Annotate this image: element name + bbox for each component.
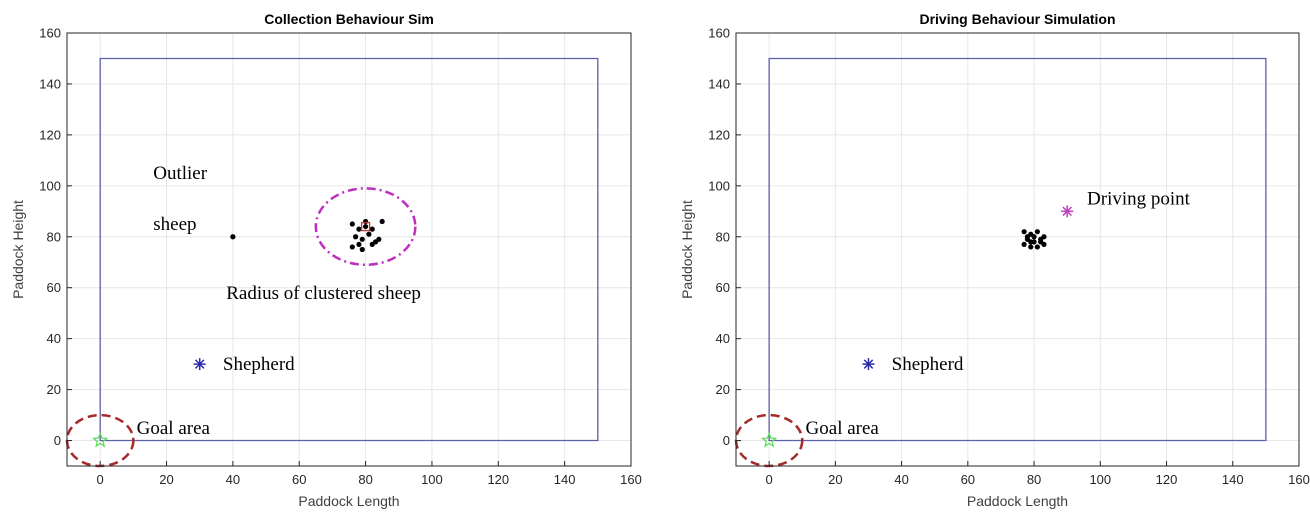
goal-marker bbox=[760, 431, 778, 448]
sheep-point bbox=[1024, 234, 1031, 240]
sheep-point bbox=[1034, 229, 1040, 235]
y-tick-label: 120 bbox=[708, 127, 730, 142]
annotation-label: Radius of clustered sheep bbox=[226, 283, 421, 304]
sheep-point bbox=[369, 226, 375, 232]
x-tick-label: 60 bbox=[292, 472, 306, 487]
y-axis-label: Paddock Height bbox=[10, 200, 26, 299]
axes-frame bbox=[66, 32, 632, 467]
sheep-point bbox=[1031, 234, 1037, 240]
annotation-label: Outlier bbox=[153, 163, 207, 184]
x-tick-label: 80 bbox=[1027, 472, 1041, 487]
sheep-point bbox=[379, 218, 385, 225]
driving-point-marker bbox=[1061, 205, 1074, 218]
y-tick-label: 140 bbox=[39, 76, 61, 91]
sheep-point bbox=[1028, 239, 1034, 245]
asterisk-stroke bbox=[1062, 206, 1072, 217]
y-tick-label: 160 bbox=[39, 26, 61, 41]
paddock-boundary bbox=[768, 57, 1267, 442]
y-tick-label: 120 bbox=[39, 127, 61, 142]
sheep-point bbox=[369, 241, 375, 248]
y-tick-label: 40 bbox=[716, 331, 730, 346]
sheep-point bbox=[1021, 241, 1027, 248]
x-tick-label: 160 bbox=[1288, 472, 1310, 487]
annotation-label: Shepherd bbox=[223, 354, 295, 375]
x-tick-label: 40 bbox=[226, 472, 240, 487]
y-tick-label: 0 bbox=[54, 433, 61, 448]
x-tick-label: 60 bbox=[961, 472, 975, 487]
sheep-point bbox=[376, 236, 382, 242]
y-axis-label: Paddock Height bbox=[679, 200, 695, 299]
x-axis-label: Paddock Length bbox=[298, 493, 399, 509]
shepherd-marker bbox=[193, 358, 206, 371]
chart-panel-1: 0 20 40 60 80 100 120 140 160 0 20 40 60 80 100 120 140 1… bbox=[10, 11, 642, 509]
chart-title: Collection Behaviour Sim bbox=[264, 11, 434, 27]
y-tick-label: 140 bbox=[708, 76, 730, 91]
asterisk-stroke bbox=[863, 359, 874, 369]
sheep-point bbox=[362, 218, 369, 225]
sheep-point bbox=[1038, 236, 1044, 242]
y-tick-label: 20 bbox=[716, 382, 730, 397]
sheep-point bbox=[353, 234, 359, 240]
axes-frame bbox=[735, 32, 1300, 467]
annotation-label: sheep bbox=[153, 214, 196, 235]
sheep-point bbox=[1034, 244, 1040, 250]
x-tick-label: 0 bbox=[97, 472, 104, 487]
y-tick-label: 160 bbox=[708, 26, 730, 41]
x-tick-label: 100 bbox=[421, 472, 443, 487]
sheep-point bbox=[359, 236, 365, 242]
annotation-label: Driving point bbox=[1087, 189, 1191, 210]
x-tick-label: 160 bbox=[620, 472, 642, 487]
x-tick-label: 140 bbox=[1222, 472, 1244, 487]
y-tick-label: 80 bbox=[47, 229, 61, 244]
sheep-point bbox=[366, 231, 372, 237]
sheep-point bbox=[349, 244, 355, 250]
x-tick-label: 100 bbox=[1089, 472, 1111, 487]
sheep-point bbox=[1021, 229, 1027, 235]
goal-marker bbox=[91, 431, 109, 448]
y-tick-label: 80 bbox=[716, 229, 730, 244]
annotation-label: Goal area bbox=[137, 418, 211, 439]
x-tick-label: 120 bbox=[487, 472, 509, 487]
paddock-boundary bbox=[99, 57, 599, 442]
sheep-point bbox=[230, 234, 236, 240]
sheep-point bbox=[356, 241, 362, 248]
y-tick-label: 60 bbox=[47, 280, 61, 295]
sheep-point bbox=[356, 226, 362, 232]
x-tick-label: 140 bbox=[554, 472, 576, 487]
x-tick-label: 40 bbox=[894, 472, 908, 487]
x-tick-label: 120 bbox=[1156, 472, 1178, 487]
annotation-label: Goal area bbox=[806, 418, 880, 439]
shepherd-marker bbox=[862, 358, 875, 371]
cluster-radius-circle bbox=[314, 187, 417, 267]
sheep-point bbox=[362, 223, 369, 230]
x-tick-label: 20 bbox=[828, 472, 842, 487]
chart-title: Driving Behaviour Simulation bbox=[919, 11, 1115, 27]
y-tick-label: 20 bbox=[47, 382, 61, 397]
cluster-center-marker bbox=[360, 221, 371, 232]
y-tick-label: 100 bbox=[708, 178, 730, 193]
y-tick-label: 100 bbox=[39, 178, 61, 193]
x-tick-label: 80 bbox=[358, 472, 372, 487]
chart-panel-2: 0 20 40 60 80 100 120 140 160 0 20 40 60 80 100 120 140 1… bbox=[679, 11, 1310, 509]
y-tick-label: 40 bbox=[47, 331, 61, 346]
x-tick-label: 20 bbox=[159, 472, 173, 487]
x-axis-label: Paddock Length bbox=[967, 493, 1068, 509]
plot-area bbox=[67, 33, 631, 466]
asterisk-stroke bbox=[194, 359, 205, 369]
y-tick-label: 60 bbox=[716, 280, 730, 295]
annotation-label: Shepherd bbox=[892, 354, 964, 375]
plot-area bbox=[736, 33, 1299, 466]
sheep-point bbox=[349, 221, 355, 227]
y-tick-label: 0 bbox=[723, 433, 730, 448]
sheep-point bbox=[1041, 241, 1047, 248]
sheep-point bbox=[359, 246, 365, 253]
sheep-point bbox=[1028, 244, 1034, 250]
x-tick-label: 0 bbox=[766, 472, 773, 487]
